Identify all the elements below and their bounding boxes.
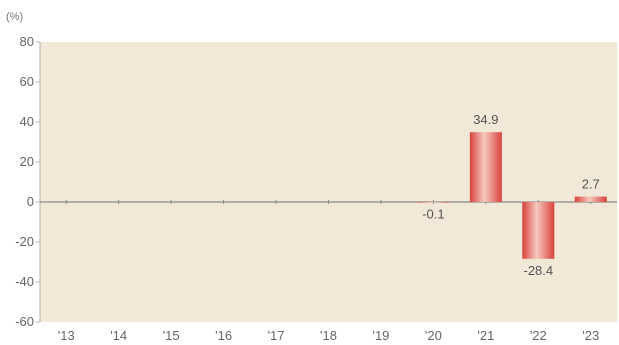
data-label: -0.1 (422, 207, 444, 222)
y-tick-label: 60 (20, 74, 34, 89)
x-tick-label: '20 (425, 328, 442, 343)
data-label: 34.9 (473, 112, 498, 127)
y-tick-label: -20 (15, 234, 34, 249)
x-tick-label: '13 (58, 328, 75, 343)
y-tick-label: -60 (15, 314, 34, 329)
x-tick-label: '14 (110, 328, 127, 343)
data-label: -28.4 (523, 263, 553, 278)
x-tick-label: '15 (163, 328, 180, 343)
y-unit-label: (%) (6, 11, 23, 23)
x-tick-label: '21 (477, 328, 494, 343)
x-tick-label: '22 (530, 328, 547, 343)
bar (417, 202, 450, 203)
y-tick-label: 0 (27, 194, 34, 209)
x-tick-label: '18 (320, 328, 337, 343)
y-tick-label: 40 (20, 114, 34, 129)
y-tick-label: -40 (15, 274, 34, 289)
plot-area (40, 42, 617, 322)
x-tick-label: '17 (268, 328, 285, 343)
x-tick-label: '23 (582, 328, 599, 343)
bar (574, 196, 607, 202)
x-tick-label: '16 (215, 328, 232, 343)
y-tick-label: 80 (20, 34, 34, 49)
data-label: 2.7 (582, 177, 600, 192)
bar (469, 132, 502, 202)
bar (522, 202, 555, 259)
x-tick-label: '19 (372, 328, 389, 343)
y-tick-label: 20 (20, 154, 34, 169)
